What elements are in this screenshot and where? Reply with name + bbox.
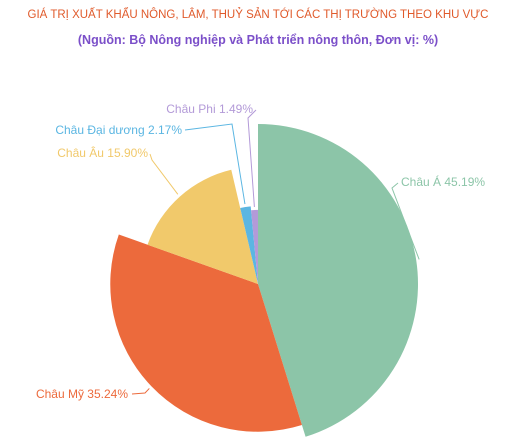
leader-line-4 [184, 123, 246, 205]
chart-subtitle: (Nguồn: Bộ Nông nghiệp và Phát triển nôn… [77, 33, 439, 47]
leader-line-1 [391, 182, 420, 260]
leader-line-2 [131, 388, 150, 395]
slice-label-5: Châu Phi 1.49% [166, 102, 253, 116]
pie-slice-2 [110, 234, 302, 432]
pie-slice-4 [240, 206, 258, 284]
slice-label-3: Châu Âu 15.90% [57, 145, 148, 160]
leader-lines [131, 109, 420, 395]
pie-slice-5 [251, 209, 258, 284]
slice-label-2: Châu Mỹ 35.24% [36, 387, 128, 401]
pie-slices [110, 124, 419, 437]
slice-labels: Châu Á 45.19% Châu Mỹ 35.24% Châu Âu 15.90… [36, 102, 485, 401]
slice-label-4: Châu Đại dương 2.17% [55, 123, 182, 137]
chart-title: GIÁ TRỊ XUẤT KHẨU NÔNG, LÂM, THUỶ SẢN TỚ… [27, 9, 489, 21]
pie-slice-1 [258, 124, 419, 437]
pie-slice-3 [147, 169, 258, 284]
slice-label-1: Châu Á 45.19% [401, 174, 485, 189]
leader-line-3 [149, 153, 179, 195]
leader-line-5 [247, 109, 257, 208]
